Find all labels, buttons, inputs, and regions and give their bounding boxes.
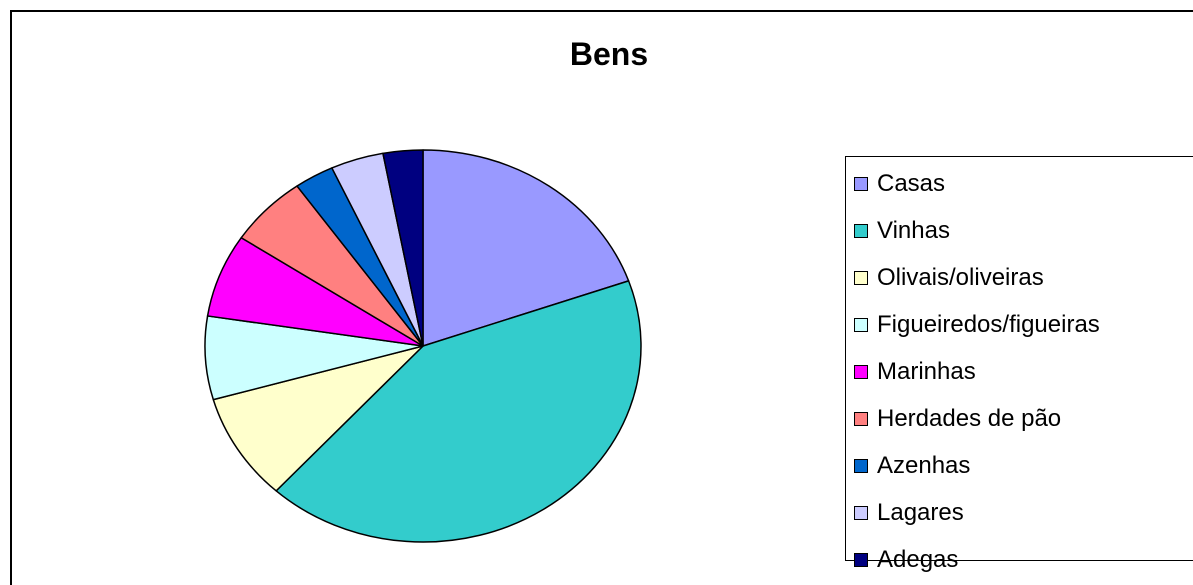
legend-label: Herdades de pão: [877, 405, 1062, 432]
legend-swatch: [854, 224, 868, 238]
legend-label: Marinhas: [877, 358, 976, 385]
pie-slice-olivais-oliveiras: [212, 345, 424, 492]
legend-item: Vinhas: [854, 216, 950, 246]
legend-label: Casas: [877, 170, 946, 197]
legend-label: Azenhas: [877, 452, 971, 479]
legend-swatch: [854, 553, 868, 567]
legend-item: Casas: [854, 169, 945, 199]
legend-swatch: [854, 506, 868, 520]
legend-swatch: [854, 271, 868, 285]
legend-label: Lagares: [877, 499, 964, 526]
legend-item: Marinhas: [854, 357, 976, 387]
legend: Casas Vinhas Olivais/oliveiras Figueiredos/…: [845, 156, 1193, 573]
legend-swatch: [854, 318, 868, 332]
legend-item: Herdades de pão: [854, 404, 1061, 434]
legend-item: Figueiredos/figueiras: [854, 310, 1100, 340]
chart-title: Bens: [569, 36, 649, 72]
legend-label: Figueiredos/figueiras: [877, 311, 1100, 338]
legend-item: Lagares: [854, 498, 964, 528]
pie-slice-adegas: [382, 149, 424, 347]
legend-swatch: [854, 459, 868, 473]
legend-swatch: [854, 177, 868, 191]
legend-label: Adegas: [877, 546, 959, 573]
legend-swatch: [854, 365, 868, 379]
legend-item: Adegas: [854, 545, 958, 575]
legend-label: Olivais/oliveiras: [877, 264, 1044, 291]
legend-label: Vinhas: [877, 217, 950, 244]
pie-slice-vinhas: [275, 280, 642, 543]
legend-item: Azenhas: [854, 451, 970, 481]
legend-swatch: [854, 412, 868, 426]
legend-item: Olivais/oliveiras: [854, 263, 1044, 293]
